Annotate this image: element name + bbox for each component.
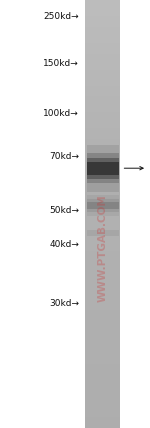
- Bar: [85, 75, 120, 80]
- Bar: [85, 359, 120, 364]
- Bar: [85, 203, 120, 209]
- Bar: [85, 407, 120, 412]
- Bar: [85, 241, 120, 246]
- Bar: [85, 80, 120, 86]
- Bar: [85, 305, 120, 310]
- Bar: [85, 139, 120, 145]
- Bar: [87, 153, 118, 183]
- Bar: [85, 16, 120, 21]
- Bar: [85, 32, 120, 38]
- Bar: [85, 235, 120, 241]
- Bar: [85, 385, 120, 390]
- Bar: [85, 214, 120, 219]
- Bar: [85, 171, 120, 176]
- Bar: [85, 150, 120, 155]
- Bar: [85, 353, 120, 359]
- Bar: [85, 27, 120, 32]
- Bar: [85, 128, 120, 134]
- Bar: [85, 364, 120, 369]
- Bar: [85, 230, 120, 235]
- Bar: [85, 401, 120, 407]
- Bar: [85, 155, 120, 160]
- Bar: [85, 273, 120, 278]
- Bar: [87, 230, 118, 237]
- Bar: [85, 332, 120, 337]
- Bar: [85, 64, 120, 70]
- Bar: [87, 195, 118, 216]
- Bar: [85, 396, 120, 401]
- Bar: [85, 257, 120, 262]
- Bar: [87, 158, 118, 179]
- Bar: [85, 0, 120, 5]
- Bar: [85, 326, 120, 332]
- Bar: [85, 198, 120, 203]
- Bar: [85, 54, 120, 59]
- Bar: [85, 252, 120, 257]
- Bar: [85, 348, 120, 353]
- Bar: [85, 412, 120, 417]
- Bar: [85, 118, 120, 123]
- Bar: [85, 166, 120, 171]
- Bar: [85, 160, 120, 166]
- Bar: [85, 380, 120, 385]
- Bar: [85, 11, 120, 16]
- Bar: [85, 107, 120, 112]
- Bar: [85, 342, 120, 348]
- Bar: [85, 21, 120, 27]
- Bar: [85, 262, 120, 268]
- Text: WWW.PTGAB.COM: WWW.PTGAB.COM: [98, 194, 108, 302]
- Bar: [85, 374, 120, 380]
- Bar: [85, 316, 120, 321]
- Bar: [85, 321, 120, 327]
- Bar: [87, 162, 118, 175]
- Bar: [85, 102, 120, 107]
- Bar: [85, 96, 120, 102]
- Bar: [85, 284, 120, 289]
- Bar: [85, 134, 120, 139]
- Bar: [85, 390, 120, 396]
- Bar: [87, 202, 118, 209]
- Bar: [85, 59, 120, 64]
- Text: 150kd→: 150kd→: [43, 59, 79, 68]
- Text: 40kd→: 40kd→: [49, 240, 79, 250]
- Bar: [85, 246, 120, 252]
- Bar: [85, 187, 120, 193]
- Bar: [85, 337, 120, 342]
- Bar: [85, 294, 120, 300]
- Bar: [85, 193, 120, 198]
- Bar: [85, 220, 120, 225]
- Bar: [85, 70, 120, 75]
- Bar: [85, 369, 120, 374]
- Bar: [85, 268, 120, 273]
- Bar: [85, 209, 120, 214]
- Bar: [85, 145, 120, 150]
- Bar: [85, 86, 120, 91]
- Bar: [85, 278, 120, 283]
- Bar: [87, 199, 118, 212]
- Text: 50kd→: 50kd→: [49, 206, 79, 215]
- Bar: [85, 225, 120, 230]
- Bar: [85, 38, 120, 43]
- Text: 100kd→: 100kd→: [43, 109, 79, 118]
- Bar: [85, 91, 120, 96]
- Bar: [85, 0, 86, 428]
- Bar: [85, 113, 120, 118]
- Text: 70kd→: 70kd→: [49, 152, 79, 161]
- Bar: [85, 289, 120, 294]
- Bar: [85, 123, 120, 128]
- Bar: [85, 300, 120, 305]
- Bar: [85, 48, 120, 54]
- Bar: [85, 417, 120, 423]
- Bar: [87, 145, 118, 192]
- Text: 250kd→: 250kd→: [43, 12, 79, 21]
- Text: 30kd→: 30kd→: [49, 299, 79, 309]
- Bar: [85, 182, 120, 187]
- Bar: [85, 6, 120, 11]
- Bar: [85, 43, 120, 48]
- Bar: [85, 177, 120, 182]
- Bar: [85, 310, 120, 316]
- Bar: [85, 423, 120, 428]
